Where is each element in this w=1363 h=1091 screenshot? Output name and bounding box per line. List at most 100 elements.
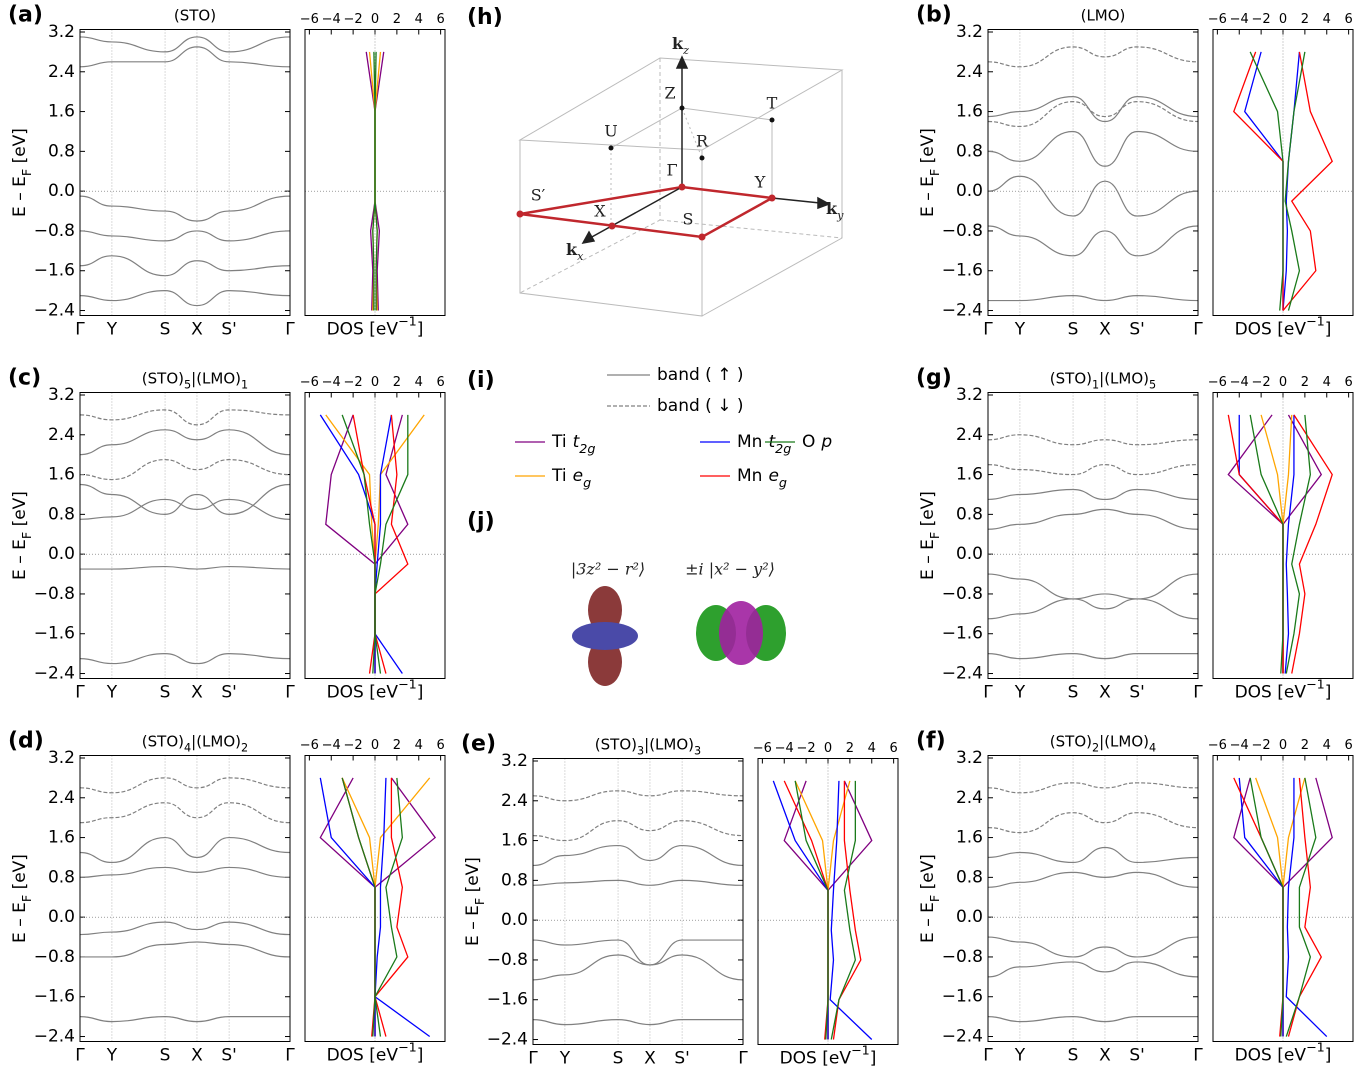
x-tick-label: X: [191, 683, 203, 703]
band-line: [532, 790, 744, 802]
x-tick-label: Γ: [285, 320, 295, 340]
band-line: [80, 565, 291, 570]
x-tick-label: Γ: [1193, 1046, 1203, 1066]
dos-axis-label-part: ]: [1325, 683, 1332, 703]
bz-axis-label: kx: [566, 240, 584, 263]
band-line: [79, 653, 291, 665]
panel-label: (a): [8, 3, 43, 28]
dos-axis-label-part: ]: [417, 320, 424, 340]
bz-axis-sub: y: [836, 209, 844, 222]
panel-title-part: (STO): [1050, 369, 1092, 387]
dos-axis-label: DOS [eV−1]: [1235, 315, 1332, 340]
panel-title-part: 4: [184, 741, 191, 754]
dos-line: [1233, 51, 1284, 311]
dos-axis-label-part: −1: [398, 315, 417, 330]
x-tick-label: Γ: [528, 1049, 538, 1069]
dos-tick-label: 0: [1279, 375, 1287, 390]
panel-title-part: |(LMO): [191, 369, 241, 387]
y-tick-label: −0.8: [942, 584, 983, 604]
dos-line: [1285, 414, 1312, 674]
y-axis-label-part: E – E: [10, 902, 30, 943]
x-tick-label: Γ: [1193, 683, 1203, 703]
y-tick-label: 0.0: [48, 907, 75, 927]
dos-line: [829, 780, 873, 1040]
dos-axis-label-part: DOS [eV: [1235, 683, 1307, 703]
panel-title: (STO)4|(LMO)2: [142, 732, 248, 754]
dos-axis-label-part: −1: [1306, 1041, 1325, 1056]
y-tick-label: 0.8: [501, 870, 528, 890]
x-tick-label: Y: [106, 1046, 118, 1066]
panel-title-part: 1: [241, 378, 248, 391]
bz-point-label: T: [767, 94, 778, 113]
band-line: [987, 936, 1199, 958]
dos-line: [374, 414, 403, 674]
y-axis-label-part: E – E: [918, 902, 938, 943]
y-tick-label: −1.6: [942, 624, 983, 644]
x-tick-label: X: [1099, 1046, 1111, 1066]
dos-line: [783, 780, 829, 1040]
band-line: [988, 295, 1199, 302]
y-tick-label: 1.6: [956, 828, 983, 848]
dos-line: [1244, 51, 1284, 311]
dos-axis-label-part: −1: [398, 1041, 417, 1056]
dos-tick-label: −2: [344, 375, 363, 390]
band-line: [987, 464, 1199, 476]
x-tick-label: S: [613, 1049, 624, 1069]
x-tick-label: S: [1068, 683, 1079, 703]
panel-title-part: 2: [241, 741, 248, 754]
panel-title-part: 2: [1092, 741, 1099, 754]
dos-frame: [304, 29, 446, 316]
x-tick-label: X: [1099, 320, 1111, 340]
bz-path: [519, 185, 776, 239]
x-tick-label: S: [160, 1046, 171, 1066]
dos-tick-label: 0: [824, 741, 832, 756]
orbital-label: ±i |x² − y²⟩: [685, 560, 775, 579]
dos-tick-label: −6: [300, 375, 319, 390]
panel-title-part: 4: [1149, 741, 1156, 754]
y-tick-label: −1.6: [942, 261, 983, 281]
band-frame: [987, 29, 1199, 316]
bz-axis-k: k: [826, 199, 838, 218]
band-frame: [79, 755, 291, 1042]
dos-tick-label: 4: [415, 12, 423, 27]
dos-tick-label: −2: [797, 741, 816, 756]
y-tick-label: 1.6: [956, 102, 983, 122]
band-line: [79, 941, 291, 958]
y-tick-label: −0.8: [34, 947, 75, 967]
panel-title: (STO)5|(LMO)1: [142, 369, 248, 391]
dos-line: [1233, 777, 1284, 1037]
legend-orbital: e: [768, 466, 778, 486]
bz-point: [679, 105, 685, 111]
legend-orbital-sub: 2g: [579, 442, 595, 457]
y-tick-label: −1.6: [34, 987, 75, 1007]
y-axis-label-part: [eV]: [10, 854, 30, 895]
dos-line: [1284, 51, 1306, 311]
dos-axis-label-part: DOS [eV: [327, 683, 399, 703]
band-line: [987, 101, 1199, 128]
y-tick-label: 0.8: [48, 867, 75, 887]
x-tick-label: Γ: [983, 683, 993, 703]
dos-tick-label: 2: [393, 12, 401, 27]
dos-line: [1282, 51, 1333, 311]
y-axis-label-part: [eV]: [918, 128, 938, 169]
y-tick-label: 0.8: [956, 504, 983, 524]
y-tick-label: 1.6: [956, 465, 983, 485]
y-tick-label: 3.2: [48, 385, 75, 405]
dos-line: [1285, 777, 1328, 1037]
band-frame: [987, 755, 1199, 1042]
band-line: [79, 409, 291, 426]
dos-line: [1238, 414, 1284, 674]
dos-axis-label-part: ]: [417, 683, 424, 703]
dos-tick-label: −6: [300, 738, 319, 753]
dos-axis-label-part: −1: [851, 1044, 870, 1059]
y-axis-label: E – EF [eV]: [463, 857, 488, 946]
y-axis-label-part: E – E: [918, 539, 938, 580]
band-line: [79, 459, 291, 481]
dos-line: [1249, 777, 1284, 1037]
x-tick-label: Γ: [285, 683, 295, 703]
x-tick-label: S: [1068, 1046, 1079, 1066]
legend-label: Mn t2g: [737, 432, 791, 457]
dos-line: [827, 780, 873, 1040]
y-tick-label: −2.4: [942, 664, 983, 684]
legend-orbital: p: [820, 432, 832, 452]
